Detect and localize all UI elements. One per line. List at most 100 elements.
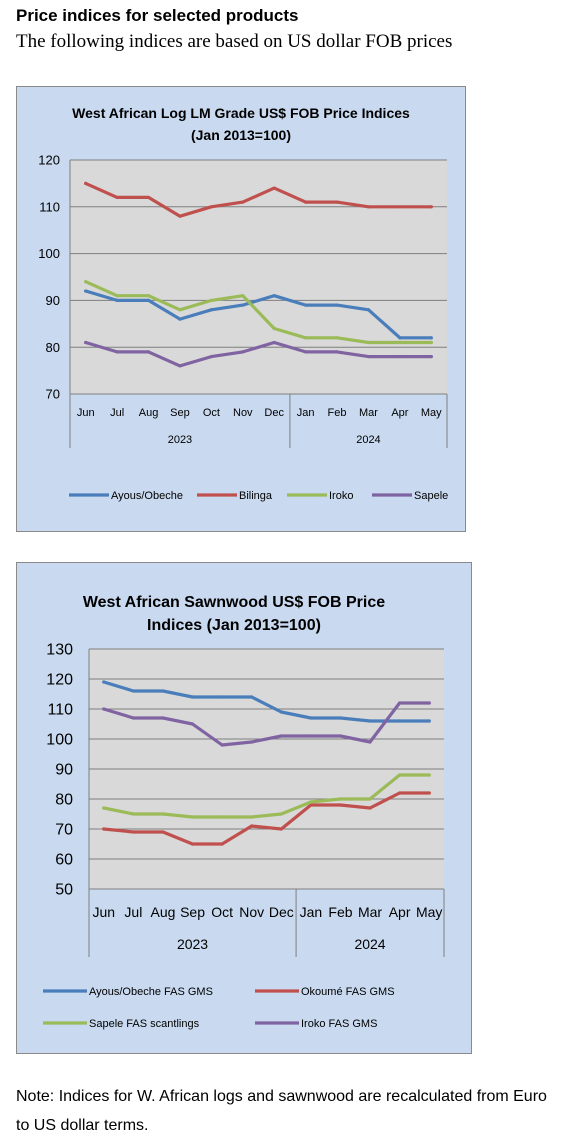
data-point: [398, 701, 402, 705]
data-point: [102, 680, 106, 684]
data-point: [304, 303, 308, 307]
x-tick-label: Dec: [264, 407, 284, 419]
data-point: [209, 308, 213, 312]
data-point: [146, 298, 151, 302]
data-point: [102, 707, 106, 711]
x-tick-label: May: [416, 904, 442, 920]
data-point: [115, 195, 119, 200]
x-tick-label: Jan: [297, 407, 315, 419]
data-point: [304, 350, 308, 354]
data-point: [429, 336, 433, 340]
x-tick-label: May: [421, 407, 442, 419]
data-point: [84, 289, 88, 293]
series-line: [102, 701, 431, 747]
data-point: [161, 716, 165, 720]
data-point: [102, 827, 106, 831]
data-point: [398, 205, 402, 209]
data-point: [427, 719, 431, 723]
y-tick-label: 100: [38, 246, 60, 261]
y-tick-label: 120: [38, 153, 60, 168]
data-point: [250, 824, 254, 828]
data-point: [146, 195, 151, 200]
data-point: [338, 803, 343, 807]
legend-label: Okoumé FAS GMS: [301, 986, 395, 998]
data-point: [279, 710, 283, 714]
year-label: 2023: [168, 434, 192, 446]
x-tick-label: Apr: [391, 407, 408, 419]
data-point: [115, 298, 119, 302]
data-point: [398, 336, 402, 340]
data-point: [161, 689, 165, 693]
log-price-index-chart: West African Log LM Grade US$ FOB Price …: [16, 86, 466, 532]
data-point: [398, 773, 402, 777]
year-label: 2024: [354, 936, 385, 952]
data-point: [335, 200, 339, 204]
data-point: [241, 294, 245, 298]
x-tick-label: Dec: [269, 904, 294, 920]
series-line: [84, 340, 433, 368]
data-point: [146, 350, 151, 354]
data-point: [209, 298, 213, 302]
data-point: [309, 800, 313, 804]
data-point: [250, 695, 254, 699]
data-point: [429, 354, 433, 359]
data-point: [366, 340, 371, 345]
data-point: [178, 317, 182, 321]
legend-label: Sapele: [414, 490, 448, 502]
data-point: [335, 350, 339, 354]
series-line: [84, 289, 433, 340]
data-point: [279, 827, 283, 831]
x-tick-label: Oct: [203, 407, 220, 419]
y-tick-label: 60: [55, 852, 73, 869]
data-point: [131, 689, 135, 693]
data-point: [190, 695, 195, 699]
chart-title-line-2: Indices (Jan 2013=100): [147, 617, 321, 634]
y-tick-label: 130: [46, 642, 73, 659]
sawnwood-price-index-chart-svg: West African Sawnwood US$ FOB Price Indic…: [43, 594, 445, 1030]
data-point: [146, 294, 151, 298]
data-point: [220, 815, 224, 819]
data-point: [190, 722, 195, 726]
data-point: [220, 695, 224, 699]
data-point: [272, 340, 276, 345]
data-point: [84, 280, 88, 284]
y-tick-label: 70: [55, 822, 73, 839]
data-point: [366, 205, 371, 209]
year-label: 2024: [356, 434, 380, 446]
data-point: [209, 354, 213, 359]
data-point: [190, 815, 195, 819]
data-point: [241, 200, 245, 204]
data-point: [131, 716, 135, 720]
y-tick-label: 80: [46, 340, 60, 355]
y-tick-label: 90: [55, 762, 73, 779]
x-tick-label: Aug: [150, 904, 175, 920]
data-point: [398, 340, 402, 345]
data-point: [272, 294, 276, 298]
data-point: [190, 842, 195, 846]
data-point: [368, 740, 372, 744]
data-point: [272, 186, 276, 190]
data-point: [131, 812, 135, 816]
y-tick-label: 80: [55, 792, 73, 809]
chart-title: West African Sawnwood US$ FOB Price: [83, 594, 385, 611]
data-point: [304, 336, 308, 340]
page-heading: Price indices for selected products: [16, 6, 299, 25]
data-point: [398, 354, 402, 359]
log-price-index-chart-svg: West African Log LM Grade US$ FOB Price …: [38, 105, 448, 502]
series-line: [84, 181, 433, 218]
x-tick-label: Sep: [170, 407, 190, 419]
data-point: [309, 734, 313, 738]
data-point: [338, 716, 343, 720]
data-point: [272, 326, 276, 331]
data-point: [178, 214, 182, 218]
x-tick-label: Feb: [328, 407, 347, 419]
data-point: [250, 815, 254, 819]
data-point: [84, 181, 88, 185]
year-label: 2023: [177, 936, 208, 952]
y-tick-label: 50: [55, 882, 73, 899]
data-point: [84, 340, 88, 345]
data-point: [427, 773, 431, 777]
data-point: [220, 842, 224, 846]
data-point: [398, 791, 402, 795]
x-tick-label: Feb: [328, 904, 352, 920]
